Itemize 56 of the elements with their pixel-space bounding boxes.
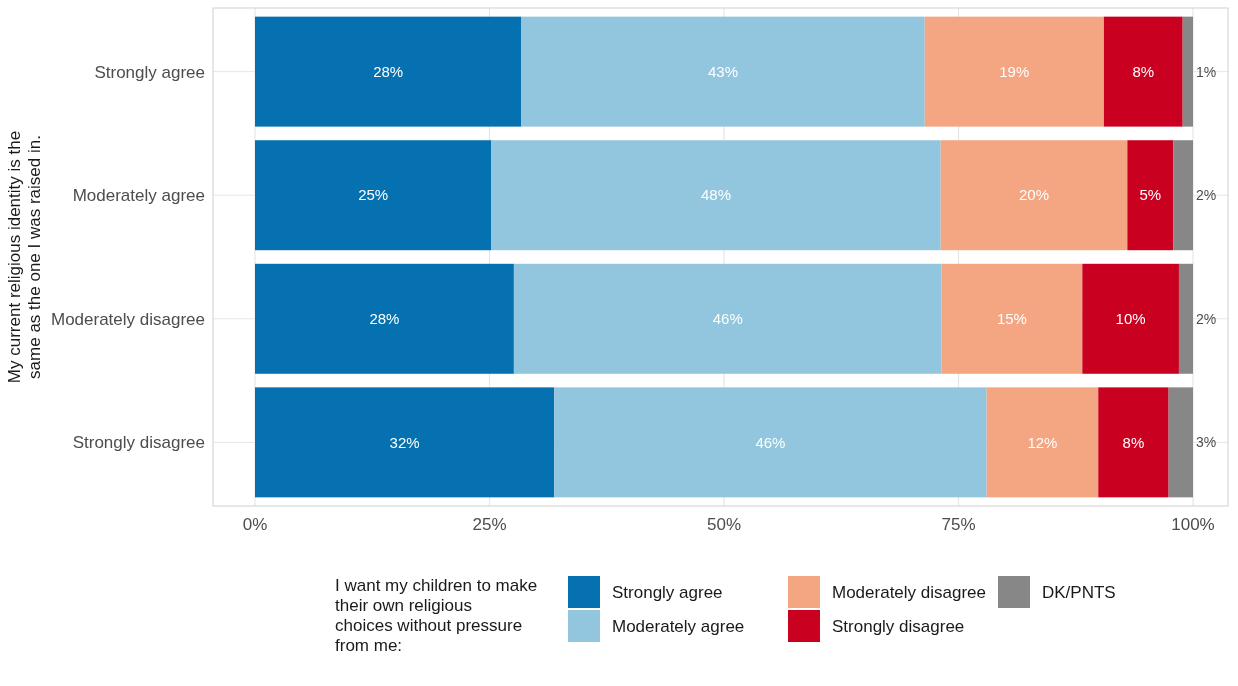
bar [924,16,1104,127]
data-label: 32% [389,433,420,451]
data-label: 12% [1027,433,1058,451]
data-label: 2% [1196,187,1217,204]
legend-label: Moderately agree [612,616,745,636]
x-tick-label: 50% [706,515,742,534]
bar [554,387,987,498]
bar [513,263,942,374]
bar [255,263,514,374]
legend-title: I want my children to make their own religious choices without pressure from me: [335,576,538,655]
bar [1098,387,1169,498]
x-tick-label: 100% [1171,515,1215,534]
data-label: 25% [358,186,389,204]
bar [940,140,1128,251]
y-tick-label: Strongly agree [94,62,205,82]
legend-label: Moderately disagree [832,582,987,602]
data-label: 10% [1115,310,1146,328]
y-axis-title: My current religious identity is the same as the one I was raised in. [5,130,44,384]
y-tick-label: Moderately disagree [50,309,205,329]
data-label: 3% [1196,434,1217,451]
data-label: 8% [1132,62,1155,80]
legend-label: DK/PNTS [1042,582,1116,602]
bar [1173,140,1193,251]
bar [521,16,925,127]
x-tick-label: 75% [941,515,976,534]
data-label: 43% [708,62,739,80]
data-label: 46% [712,310,743,328]
bar [1182,16,1193,127]
bar [491,140,941,251]
data-label: 20% [1018,186,1050,204]
y-tick-label: Moderately agree [72,186,205,206]
bar [1127,140,1174,251]
legend-label: Strongly disagree [832,616,965,636]
data-label: 15% [996,310,1027,328]
legend-label: Strongly agree [612,582,723,602]
bar [986,387,1099,498]
bar [941,263,1083,374]
bar [1082,263,1179,374]
bar [1168,387,1193,498]
bar [255,387,555,498]
data-label: 2% [1196,310,1217,327]
bar [255,140,492,251]
data-label: 8% [1122,433,1145,451]
data-label: 19% [999,62,1030,80]
data-label: 28% [369,310,400,328]
bar [1178,263,1193,374]
data-label: 1% [1196,63,1217,80]
x-tick-label: 25% [472,515,507,534]
y-tick-label: Strongly disagree [72,433,205,453]
data-label: 48% [701,186,732,204]
data-label: 46% [755,433,786,451]
data-label: 28% [373,62,404,80]
data-label: 5% [1139,186,1162,204]
bar [255,16,522,127]
x-tick-label: 0% [242,515,268,534]
bar [1103,16,1183,127]
